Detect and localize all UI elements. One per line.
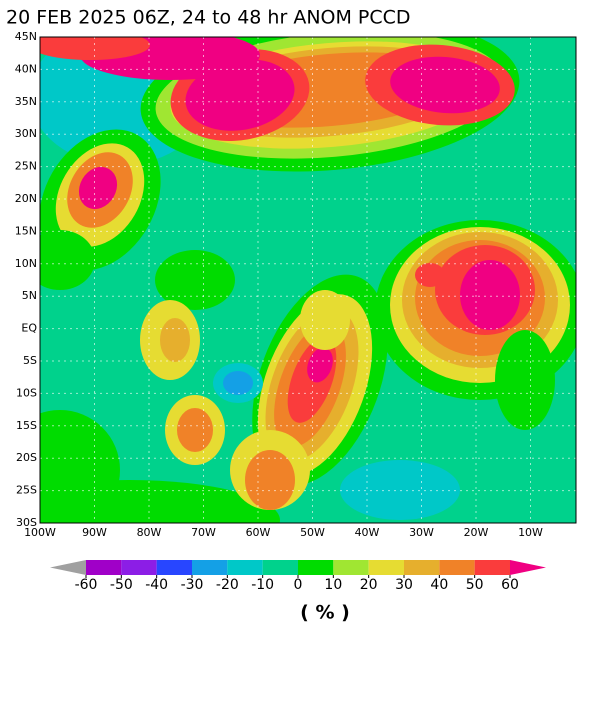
anomaly-contour — [177, 408, 213, 452]
lat-label: 35N — [15, 95, 37, 108]
lon-label: 70W — [191, 526, 216, 539]
colorbar-tick-label: -50 — [110, 577, 133, 593]
colorbar-tick-label: -60 — [75, 577, 98, 593]
lat-label: 10N — [15, 257, 37, 270]
lat-label: 15N — [15, 224, 37, 237]
lat-label: EQ — [21, 322, 37, 335]
colorbar-over — [510, 560, 546, 575]
lat-label: 45N — [15, 30, 37, 43]
anomaly-contour — [307, 347, 333, 383]
colorbar-tick-label: 50 — [466, 577, 484, 593]
anomaly-contour — [40, 480, 280, 523]
colorbar-tick-label: 0 — [294, 577, 303, 593]
lon-label: 30W — [409, 526, 434, 539]
colorbar-tick-label: 30 — [395, 577, 413, 593]
anomaly-contour — [460, 260, 520, 330]
lat-label: 5S — [23, 354, 37, 367]
anomaly-contour — [300, 290, 350, 350]
axis-labels: 45N 40N 35N 30N 25N 20N 15N 10N 5N EQ 5S 10S 15S 20S 2… — [15, 30, 543, 539]
map-frame — [39, 36, 577, 524]
lat-label: 15S — [16, 419, 37, 432]
colorbar-tick-label: -10 — [251, 577, 274, 593]
lat-label: 20N — [15, 192, 37, 205]
colorbar-tick-label: 40 — [430, 577, 448, 593]
colorbar-tick-label: -40 — [145, 577, 168, 593]
colorbar-bin — [298, 560, 334, 575]
lat-label: 20S — [16, 451, 37, 464]
colorbar-tick-label: -30 — [181, 577, 204, 593]
anomaly-field — [40, 37, 576, 523]
title: 20 FEB 2025 06Z, 24 to 48 hr ANOM PCCD — [6, 7, 411, 29]
lat-label: 25N — [15, 160, 37, 173]
lon-label: 20W — [464, 526, 489, 539]
colorbar-under — [50, 560, 86, 575]
colorbar-bin — [156, 560, 192, 575]
lon-label: 10W — [518, 526, 543, 539]
lat-label: 5N — [22, 289, 37, 302]
anomaly-contour — [495, 330, 555, 430]
colorbar-tick-label: 20 — [360, 577, 378, 593]
lat-label: 25S — [16, 484, 37, 497]
anomaly-contour — [40, 37, 150, 60]
colorbar-tick-label: -20 — [216, 577, 239, 593]
lat-label: 40N — [15, 62, 37, 75]
lon-label: 100W — [24, 526, 56, 539]
anomaly-contour — [223, 371, 253, 395]
colorbar-tick-label: 10 — [324, 577, 342, 593]
lat-label: 30N — [15, 127, 37, 140]
colorbar-bin — [121, 560, 157, 575]
anomaly-contour — [390, 56, 500, 114]
colorbar-bin — [86, 560, 122, 575]
lon-label: 40W — [355, 526, 380, 539]
colorbar-bin — [192, 560, 228, 575]
colorbar-tick-label: 60 — [501, 577, 519, 593]
colorbar-bin — [474, 560, 510, 575]
colorbar: -60 -50 -40 -30 -20 -10 0 10 20 30 40 50 60 — [50, 560, 546, 593]
unit-label: ( % ) — [300, 602, 350, 624]
colorbar-bin — [227, 560, 263, 575]
colorbar-bin — [333, 560, 369, 575]
anomaly-contour — [40, 230, 95, 290]
lon-label: 90W — [82, 526, 107, 539]
anomaly-contour — [160, 318, 190, 362]
colorbar-bin — [368, 560, 404, 575]
lon-label: 80W — [137, 526, 162, 539]
anomaly-contour — [415, 263, 445, 287]
lon-label: 60W — [246, 526, 271, 539]
lat-label: 30S — [16, 516, 37, 529]
colorbar-bin — [262, 560, 298, 575]
anomaly-contour — [340, 460, 460, 520]
anomaly-contour — [155, 250, 235, 310]
lat-label: 10S — [16, 386, 37, 399]
anomaly-contour — [245, 450, 295, 510]
lon-label: 50W — [300, 526, 325, 539]
colorbar-bin — [439, 560, 475, 575]
anomaly-contour — [185, 59, 295, 131]
colorbar-bin — [404, 560, 440, 575]
